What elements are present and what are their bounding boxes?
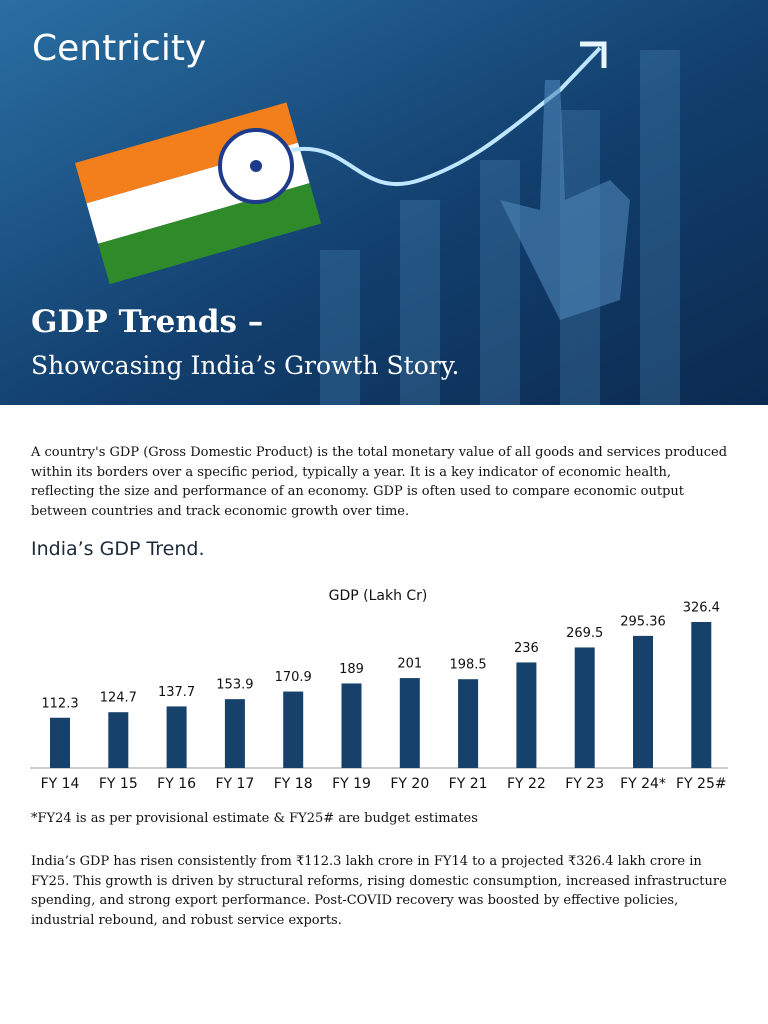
x-tick-label: FY 17 [215, 776, 254, 792]
subtitle: Showcasing India’s Growth Story. [31, 351, 460, 380]
bar [341, 683, 362, 768]
value-label: 326.4 [683, 601, 720, 616]
bar [108, 712, 129, 768]
x-tick-label: FY 20 [390, 776, 429, 792]
x-tick-label: FY 18 [274, 776, 313, 792]
value-label: 137.7 [158, 685, 195, 700]
value-label: 236 [514, 641, 539, 656]
chart: GDP (Lakh Cr) FY 14 112.3 FY 15 124.7 FY 16 1… [30, 588, 728, 792]
x-tick-label: FY 16 [157, 776, 196, 792]
x-tick-label: FY 24* [620, 776, 666, 792]
bar [574, 647, 595, 768]
value-label: 201 [397, 657, 422, 672]
section-heading: India’s GDP Trend. [31, 538, 205, 560]
intro-paragraph: A country's GDP (Gross Domestic Product)… [31, 445, 728, 519]
bar [224, 699, 245, 768]
value-label: 295.36 [620, 614, 666, 629]
bar [691, 622, 712, 768]
value-label: 198.5 [449, 658, 486, 673]
x-tick-label: FY 14 [41, 776, 80, 792]
chart-title: GDP (Lakh Cr) [329, 588, 428, 604]
bar [516, 662, 537, 768]
value-label: 269.5 [566, 626, 603, 641]
bar [399, 678, 420, 768]
value-label: 124.7 [100, 691, 137, 706]
bar [50, 717, 70, 768]
value-label: 189 [339, 662, 364, 677]
x-tick-label: FY 22 [507, 776, 546, 792]
brand: Centricity [32, 28, 207, 69]
x-tick-label: FY 15 [99, 776, 138, 792]
title: GDP Trends – [31, 304, 264, 340]
bar [283, 691, 304, 768]
banner [0, 0, 768, 405]
x-tick-label: FY 23 [565, 776, 604, 792]
bar [633, 635, 653, 768]
value-label: 112.3 [41, 696, 78, 711]
bar [166, 706, 187, 768]
x-tick-label: FY 21 [449, 776, 488, 792]
conclusion-paragraph: India’s GDP has risen consistently from … [31, 854, 727, 928]
value-label: 170.9 [275, 670, 312, 685]
x-tick-label: FY 19 [332, 776, 371, 792]
note: *FY24 is as per provisional estimate & F… [31, 811, 478, 826]
bar [458, 679, 479, 768]
value-label: 153.9 [216, 678, 253, 693]
x-tick-label: FY 25# [676, 776, 727, 792]
